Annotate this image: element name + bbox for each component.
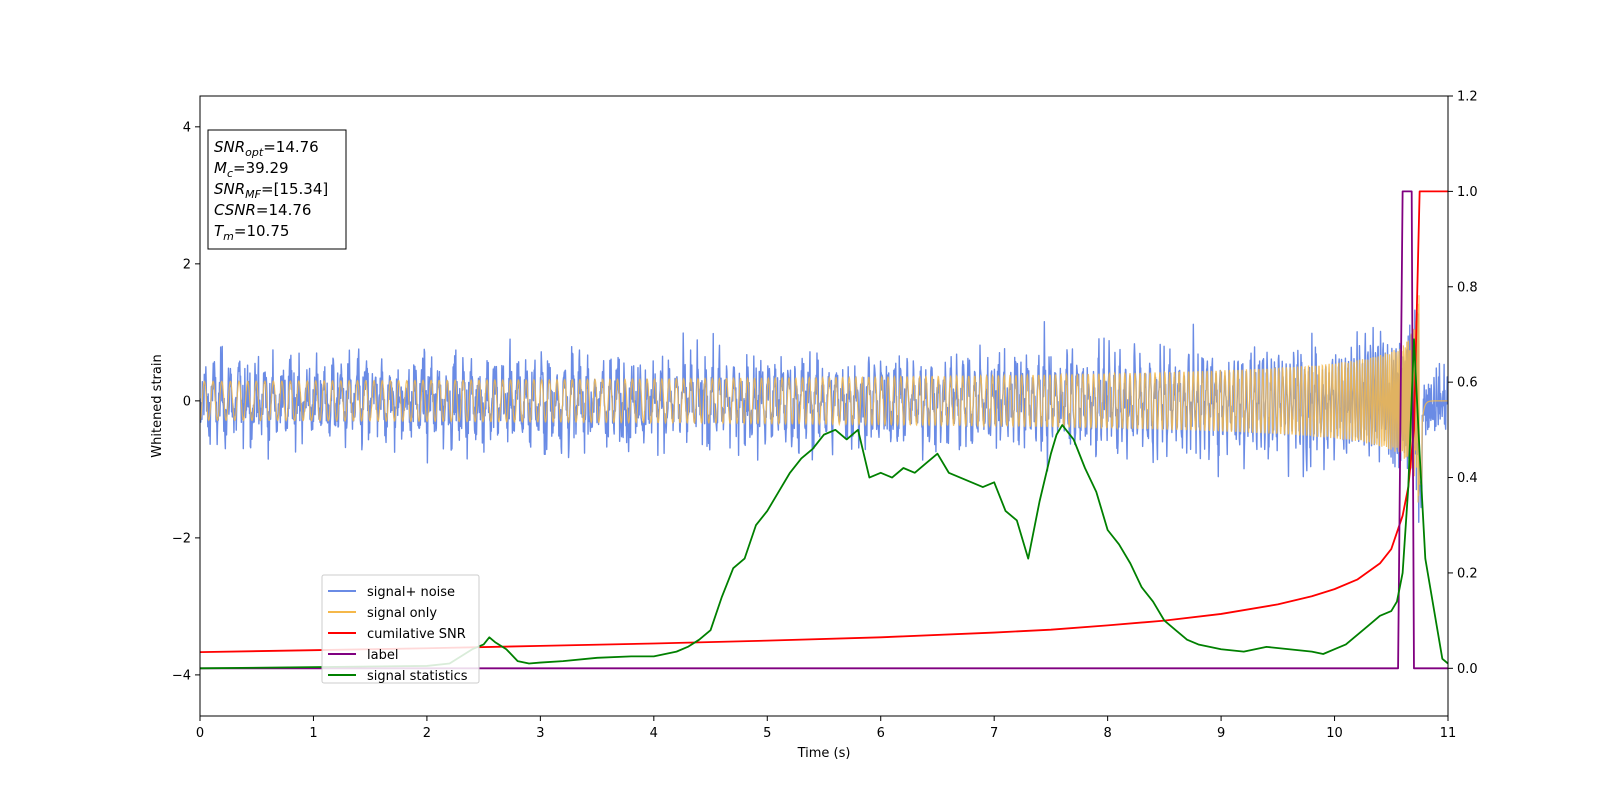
series-label: [200, 190, 1448, 670]
y-tick-label: −4: [172, 668, 191, 683]
plot-frame: [199, 95, 1449, 717]
y2-tick-label: 0.6: [1457, 376, 1478, 391]
info-subscript: m: [223, 230, 234, 243]
y-axis-label: Whitened strain: [150, 354, 165, 457]
series-signal-statistics: [200, 338, 1448, 670]
info-symbol: SNR: [214, 138, 245, 156]
y2-tick-label: 0.0: [1457, 662, 1478, 677]
info-symbol: M: [214, 159, 227, 177]
info-subscript: opt: [245, 146, 264, 159]
y2-tick-label: 0.2: [1457, 566, 1478, 581]
x-tick-label: 1: [309, 726, 317, 741]
x-axis-label: Time (s): [797, 746, 851, 761]
info-value: =10.75: [234, 222, 290, 240]
info-line: SNRMF=[15.34]: [214, 180, 328, 201]
x-tick-label: 5: [763, 726, 771, 741]
x-tick-label: 11: [1440, 726, 1457, 741]
x-tick-label: 8: [1103, 726, 1111, 741]
y2-tick-label: 1.0: [1457, 185, 1478, 200]
y-tick-label: 2: [183, 257, 191, 272]
y2-tick-label: 1.2: [1457, 90, 1478, 105]
y-tick-label: 4: [183, 120, 191, 135]
legend: signal+ noise signal only cumilative SNR la…: [321, 574, 480, 684]
info-subscript: c: [227, 167, 233, 180]
y2-tick-label: 0.4: [1457, 471, 1478, 486]
legend-label: signal only: [367, 606, 437, 621]
legend-frame: [321, 574, 480, 684]
info-box-frame: [207, 129, 347, 250]
info-line: Tm=10.75: [214, 222, 289, 243]
x-tick-label: 0: [196, 726, 204, 741]
series-cumulative-snr: [200, 190, 1448, 653]
x-tick-label: 10: [1326, 726, 1343, 741]
legend-label: signal statistics: [367, 669, 468, 684]
info-value: =14.76: [263, 138, 319, 156]
y2-tick-label: 0.8: [1457, 280, 1478, 295]
info-symbol: T: [214, 222, 225, 240]
info-box-lines: SNRopt=14.76Mc=39.29SNRMF=[15.34]CSNR=14…: [214, 138, 328, 243]
y-tick-label: 0: [183, 394, 191, 409]
x-tick-label: 6: [877, 726, 885, 741]
series-signal-only: [200, 295, 1448, 503]
x-tick-label: 9: [1217, 726, 1225, 741]
series-layer: [200, 190, 1448, 670]
info-value: =39.29: [233, 159, 289, 177]
legend-label: label: [367, 648, 398, 663]
info-value: =[15.34]: [261, 180, 328, 198]
legend-label: cumilative SNR: [367, 627, 466, 642]
y-tick-label: −2: [172, 531, 191, 546]
info-symbol: CSNR: [214, 201, 256, 219]
info-line: SNRopt=14.76: [214, 138, 319, 159]
axes-layer: 0 1 2 3 4 5 6 7 8 9 10 11 −4 −2 0 2 4 0.0 0.2 0.4 0.6 0.8 1.0 1…: [172, 90, 1478, 742]
info-line: Mc=39.29: [214, 159, 289, 180]
legend-label: signal+ noise: [367, 585, 455, 600]
x-tick-label: 2: [423, 726, 431, 741]
info-subscript: MF: [245, 188, 261, 201]
info-line: CSNR=14.76: [214, 201, 311, 219]
x-tick-label: 3: [536, 726, 544, 741]
x-tick-label: 7: [990, 726, 998, 741]
legend-entries: signal+ noise signal only cumilative SNR la…: [328, 585, 468, 684]
x-tick-label: 4: [650, 726, 658, 741]
info-value: =14.76: [256, 201, 312, 219]
info-symbol: SNR: [214, 180, 245, 198]
info-box: SNRopt=14.76Mc=39.29SNRMF=[15.34]CSNR=14…: [207, 129, 347, 250]
